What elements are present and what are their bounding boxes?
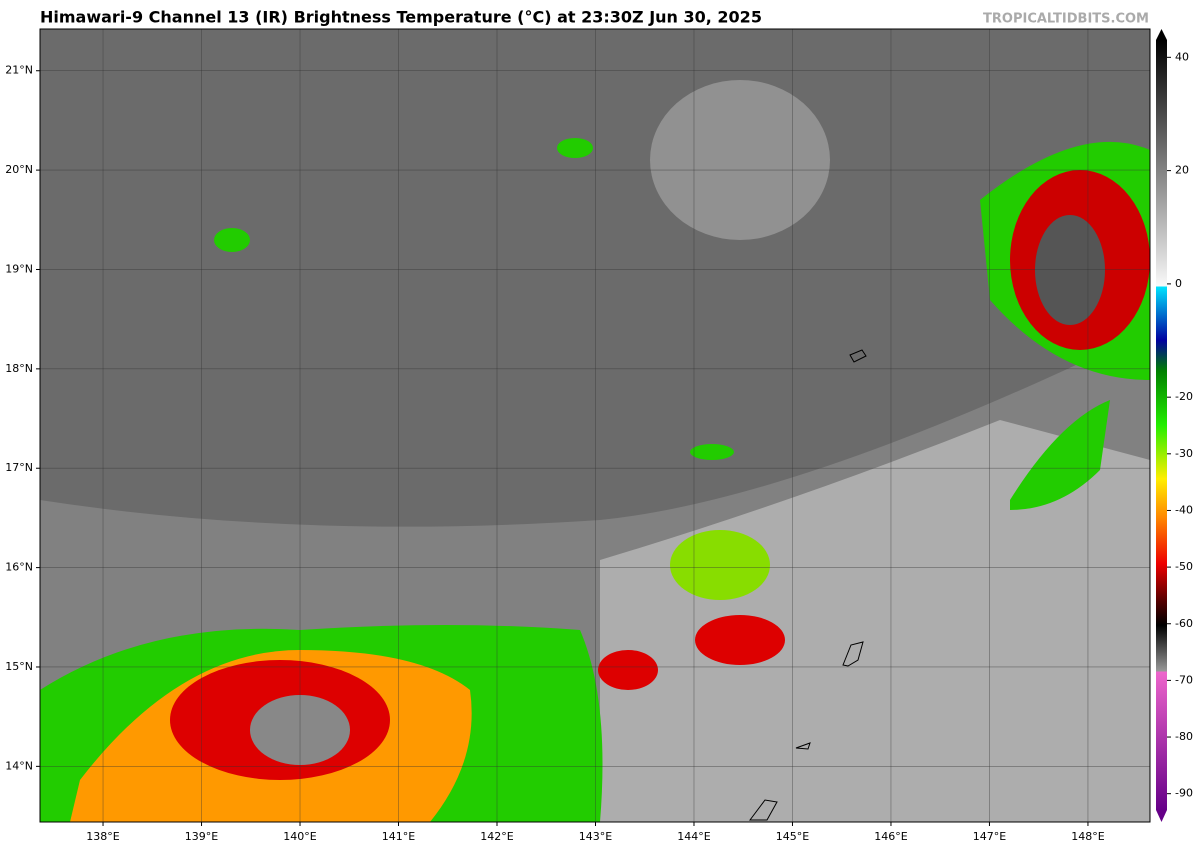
convection xyxy=(214,228,250,252)
colorbar-tick-label: 40 xyxy=(1175,50,1189,63)
cloud xyxy=(650,80,830,240)
convection xyxy=(598,650,658,690)
credit: TROPICALTIDBITS.COM xyxy=(983,12,1149,27)
colorbar-tick-label: 0 xyxy=(1175,277,1182,290)
lon-tick-label: 148°E xyxy=(1071,830,1104,843)
lat-tick-label: 16°N xyxy=(5,561,33,574)
convection xyxy=(1035,215,1105,325)
lat-tick-label: 19°N xyxy=(5,262,33,275)
lon-tick-label: 139°E xyxy=(185,830,218,843)
lon-tick-label: 145°E xyxy=(776,830,809,843)
convection xyxy=(695,615,785,665)
lon-tick-label: 138°E xyxy=(86,830,119,843)
lat-tick-label: 14°N xyxy=(5,759,33,772)
colorbar-tick-label: 20 xyxy=(1175,164,1189,177)
graticule xyxy=(40,29,1150,822)
lon-tick-label: 147°E xyxy=(973,830,1006,843)
imagery xyxy=(40,29,1150,822)
colorbar-tick-label: -90 xyxy=(1175,787,1193,800)
lon-tick-label: 144°E xyxy=(677,830,710,843)
lat-tick-label: 18°N xyxy=(5,362,33,375)
colorbar-extend-bottom xyxy=(1156,810,1167,822)
convection xyxy=(690,444,734,460)
colorbar-tick-label: -50 xyxy=(1175,560,1193,573)
lat-tick-label: 17°N xyxy=(5,461,33,474)
lon-tick-label: 143°E xyxy=(579,830,612,843)
colorbar xyxy=(1156,40,1167,810)
colorbar-tick-label: -60 xyxy=(1175,617,1193,630)
lon-tick-label: 140°E xyxy=(283,830,316,843)
map-title: Himawari-9 Channel 13 (IR) Brightness Te… xyxy=(40,8,762,27)
coastline xyxy=(749,349,867,821)
colorbar-extend-top xyxy=(1156,29,1167,40)
colorbar-tick-label: -40 xyxy=(1175,503,1193,516)
convection xyxy=(1010,400,1110,510)
lat-tick-label: 15°N xyxy=(5,660,33,673)
colorbar-tick-label: -30 xyxy=(1175,447,1193,460)
lon-tick-label: 142°E xyxy=(480,830,513,843)
colorbar-tick-label: -70 xyxy=(1175,673,1193,686)
lat-tick-label: 21°N xyxy=(5,64,33,77)
lon-tick-label: 146°E xyxy=(874,830,907,843)
lon-tick-label: 141°E xyxy=(382,830,415,843)
cloud xyxy=(600,420,1150,822)
lat-tick-label: 20°N xyxy=(5,163,33,176)
convection xyxy=(670,530,770,600)
colorbar-tick-label: -20 xyxy=(1175,390,1193,403)
colorbar-tick-label: -80 xyxy=(1175,730,1193,743)
convection xyxy=(557,138,593,158)
